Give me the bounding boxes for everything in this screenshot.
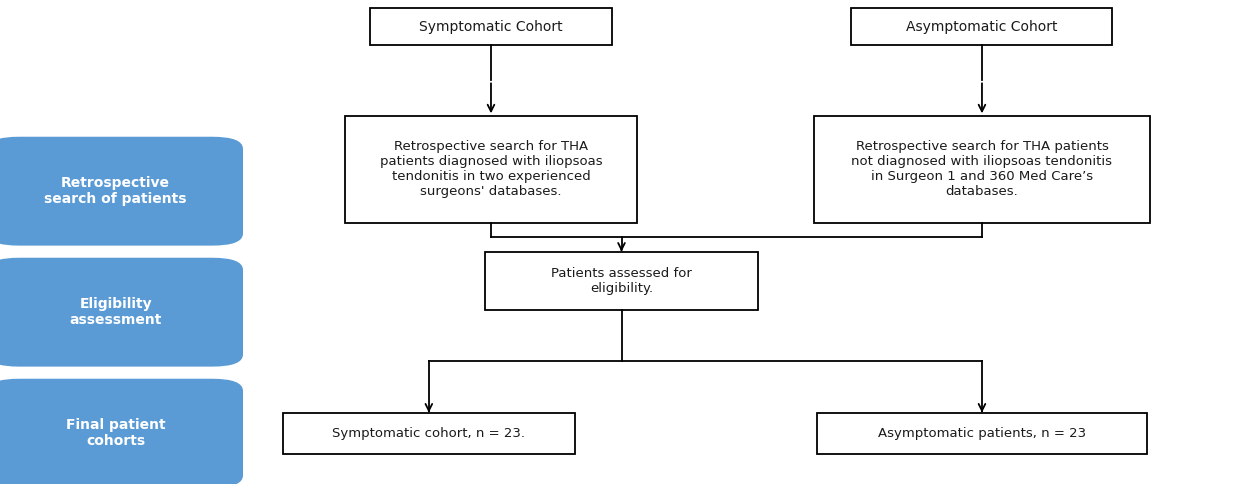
FancyBboxPatch shape	[344, 116, 636, 223]
FancyBboxPatch shape	[485, 252, 758, 310]
Text: Retrospective search for THA
patients diagnosed with iliopsoas
tendonitis in two: Retrospective search for THA patients di…	[379, 140, 603, 198]
Text: Patients assessed for
eligibility.: Patients assessed for eligibility.	[551, 267, 692, 295]
Text: Asymptomatic patients, n = 23: Asymptomatic patients, n = 23	[878, 427, 1086, 439]
Text: Symptomatic cohort, n = 23.: Symptomatic cohort, n = 23.	[332, 427, 526, 439]
Text: Retrospective
search of patients: Retrospective search of patients	[45, 176, 186, 206]
FancyBboxPatch shape	[0, 378, 244, 484]
FancyBboxPatch shape	[369, 9, 612, 45]
Text: Asymptomatic Cohort: Asymptomatic Cohort	[906, 20, 1058, 33]
FancyBboxPatch shape	[817, 412, 1146, 454]
FancyBboxPatch shape	[0, 258, 244, 367]
FancyBboxPatch shape	[814, 116, 1150, 223]
Text: Symptomatic Cohort: Symptomatic Cohort	[419, 20, 563, 33]
FancyBboxPatch shape	[0, 136, 244, 246]
Text: Final patient
cohorts: Final patient cohorts	[66, 418, 165, 448]
FancyBboxPatch shape	[851, 9, 1112, 45]
Text: Retrospective search for THA patients
not diagnosed with iliopsoas tendonitis
in: Retrospective search for THA patients no…	[851, 140, 1112, 198]
FancyBboxPatch shape	[282, 412, 574, 454]
Text: Eligibility
assessment: Eligibility assessment	[70, 297, 162, 327]
